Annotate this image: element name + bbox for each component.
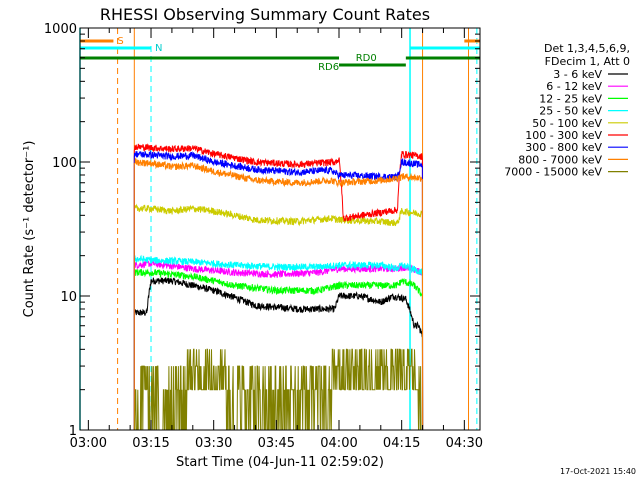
x-tick-label: 04:30	[446, 436, 483, 451]
y-tick-label: 10	[60, 290, 77, 305]
x-axis-label: Start Time (04-Jun-11 02:59:02)	[176, 455, 384, 470]
y-axis-label: Count Rate (s⁻¹ detector⁻¹)	[22, 141, 37, 318]
series-line-9	[134, 348, 423, 431]
chart-title: RHESSI Observing Summary Count Rates	[100, 5, 430, 24]
series-line-7	[133, 150, 424, 431]
series-line-6	[133, 143, 424, 431]
series-layer	[133, 143, 424, 431]
footer-timestamp: 17-Oct-2021 15:40	[560, 467, 636, 476]
x-tick-label: 04:00	[320, 436, 357, 451]
axes-ticks: 03:00 03:15 03:30 03:45 04:00 04:15 04:30 1 10 10…	[44, 22, 483, 451]
y-tick-label: 1	[69, 424, 77, 439]
saa-label: S	[117, 36, 123, 47]
series-line-4	[133, 254, 424, 431]
legend-entry-label: 50 - 100 keV	[532, 117, 602, 130]
plot-frame	[79, 27, 481, 431]
x-tick-label: 04:15	[383, 436, 420, 451]
legend-entry-label: 3 - 6 keV	[553, 68, 602, 81]
legend-entry-label: 7000 - 15000 keV	[504, 166, 602, 179]
series-line-5	[133, 203, 424, 431]
legend-header: FDecim 1, Att 0	[545, 55, 630, 68]
legend-entry-label: 100 - 300 keV	[525, 129, 602, 142]
series-line-2	[133, 259, 424, 431]
legend-entry-label: 12 - 25 keV	[539, 92, 602, 105]
series-line-3	[133, 268, 424, 431]
x-tick-label: 03:00	[70, 436, 107, 451]
legend-header: Det 1,3,4,5,6,9,	[544, 42, 630, 55]
rd6-label: RD6	[318, 62, 339, 73]
legend-entry-label: 800 - 7000 keV	[518, 153, 602, 166]
series-line-1	[133, 277, 424, 431]
night-label: N	[155, 43, 162, 54]
x-tick-label: 03:15	[132, 436, 169, 451]
y-tick-label: 1000	[44, 22, 77, 37]
legend-entry-label: 25 - 50 keV	[539, 105, 602, 118]
series-line-8	[133, 157, 424, 431]
legend: Det 1,3,4,5,6,9,FDecim 1, Att 03 - 6 keV…	[504, 42, 630, 179]
legend-entry-label: 300 - 800 keV	[525, 141, 602, 154]
legend-entry-label: 6 - 12 keV	[546, 80, 602, 93]
x-tick-label: 03:30	[195, 436, 232, 451]
y-tick-label: 100	[52, 156, 77, 171]
x-tick-label: 03:45	[258, 436, 295, 451]
rd0-label: RD0	[356, 53, 377, 64]
